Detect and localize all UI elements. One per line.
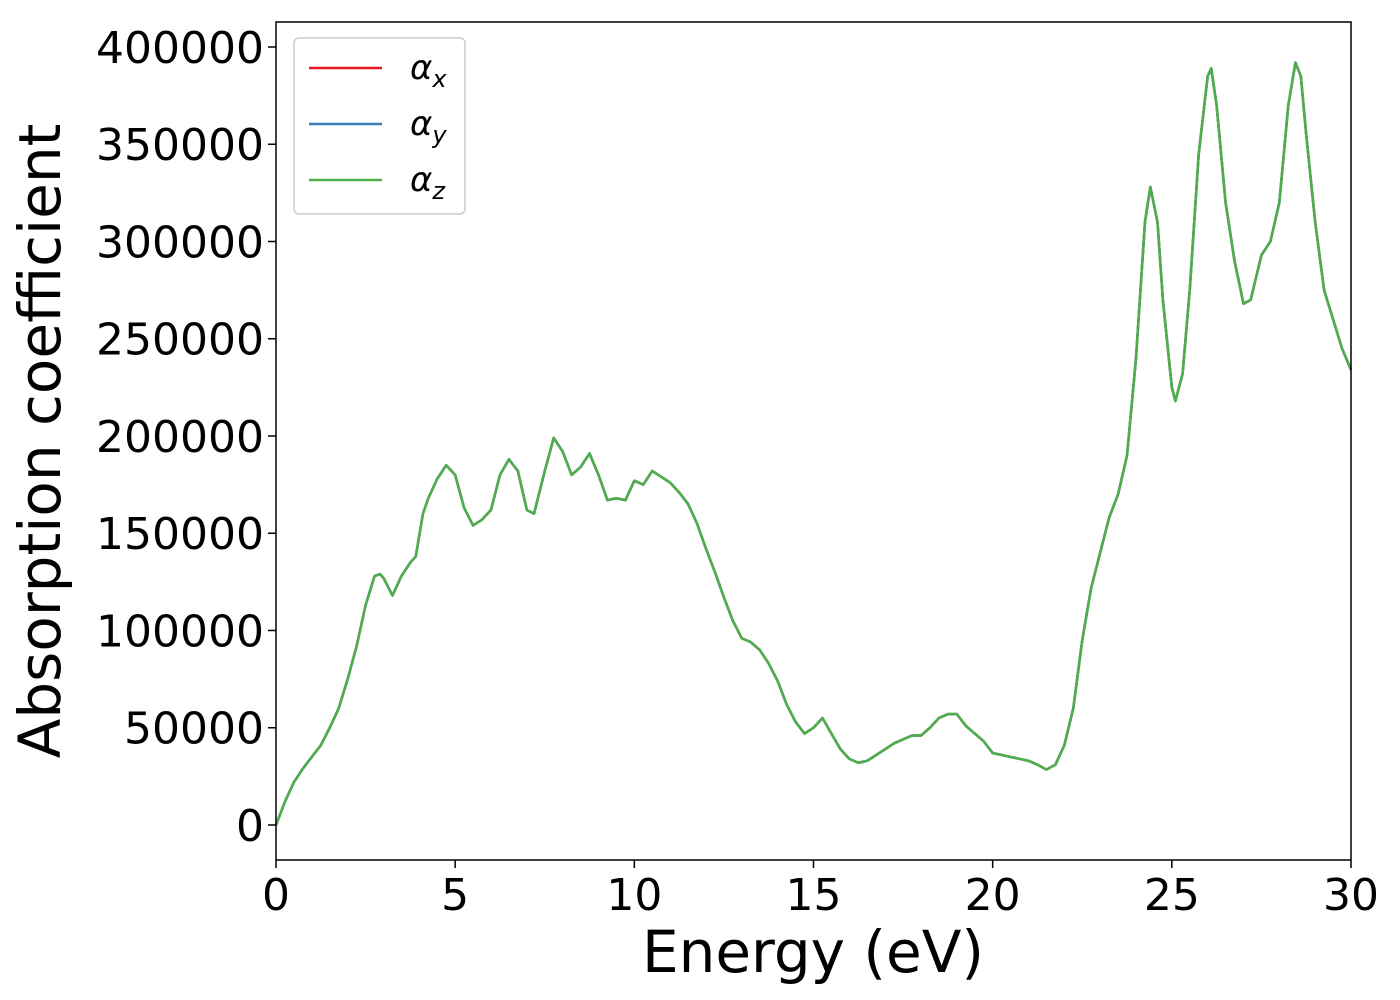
- y-tick-label: 250000: [96, 315, 264, 366]
- legend: αx αy αz: [293, 37, 466, 215]
- legend-box: [293, 37, 466, 215]
- y-tick-label: 50000: [124, 704, 264, 755]
- plot-frame: [275, 21, 1352, 861]
- x-tick-label: 25: [1144, 870, 1200, 921]
- y-axis-label: Absorption coefficient: [6, 124, 74, 759]
- y-tick-label: 0: [236, 801, 264, 852]
- x-tick-label: 20: [965, 870, 1021, 921]
- x-tick-label: 0: [262, 870, 290, 921]
- y-tick-label: 300000: [96, 217, 264, 268]
- y-tick-label: 350000: [96, 120, 264, 171]
- series-line: [274, 61, 1353, 826]
- legend-label: αx: [410, 48, 447, 93]
- x-tick-label: 5: [441, 870, 469, 921]
- y-tick-label: 150000: [96, 509, 264, 560]
- x-tick-label: 15: [786, 870, 842, 921]
- legend-label: αy: [410, 104, 447, 149]
- x-tick-label: 30: [1323, 870, 1379, 921]
- x-axis-label: Energy (eV): [642, 918, 984, 986]
- y-tick-label: 100000: [96, 606, 264, 657]
- y-tick-label: 400000: [96, 23, 264, 74]
- x-tick-label: 10: [606, 870, 662, 921]
- legend-label: αz: [410, 160, 446, 205]
- y-tick-label: 200000: [96, 412, 264, 463]
